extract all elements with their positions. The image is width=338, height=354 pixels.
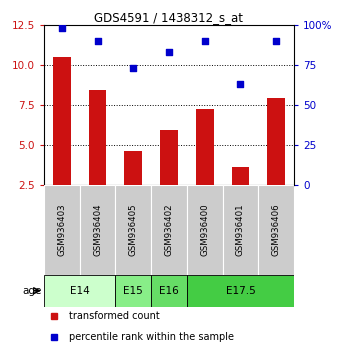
Bar	[267, 98, 285, 184]
Text: GSM936401: GSM936401	[236, 203, 245, 256]
Bar	[151, 184, 187, 274]
Text: E17.5: E17.5	[225, 286, 255, 296]
Text: GSM936402: GSM936402	[165, 203, 173, 256]
Text: E15: E15	[123, 286, 143, 296]
Point	[166, 49, 172, 55]
Bar	[151, 274, 187, 307]
Text: E14: E14	[70, 286, 90, 296]
Bar	[53, 57, 71, 184]
Bar	[187, 184, 223, 274]
Point	[130, 65, 136, 71]
Bar	[196, 109, 214, 184]
Text: percentile rank within the sample: percentile rank within the sample	[69, 332, 234, 342]
Bar	[44, 274, 115, 307]
Bar	[80, 184, 115, 274]
Point	[202, 38, 208, 44]
Bar	[223, 184, 258, 274]
Text: age: age	[23, 286, 42, 296]
Point	[59, 25, 65, 31]
Bar	[258, 184, 294, 274]
Bar	[44, 184, 80, 274]
Point	[238, 81, 243, 87]
Bar	[115, 274, 151, 307]
Bar	[89, 90, 106, 184]
Text: GSM936400: GSM936400	[200, 203, 209, 256]
Text: GSM936404: GSM936404	[93, 203, 102, 256]
Bar	[232, 167, 249, 184]
Text: E16: E16	[159, 286, 179, 296]
Bar	[115, 184, 151, 274]
Point	[273, 38, 279, 44]
Bar	[160, 130, 178, 184]
Text: GSM936403: GSM936403	[57, 203, 66, 256]
Point	[95, 38, 100, 44]
Title: GDS4591 / 1438312_s_at: GDS4591 / 1438312_s_at	[95, 11, 243, 24]
Bar	[124, 151, 142, 184]
Bar	[187, 274, 294, 307]
Text: GSM936405: GSM936405	[129, 203, 138, 256]
Text: transformed count: transformed count	[69, 311, 160, 321]
Text: GSM936406: GSM936406	[272, 203, 281, 256]
